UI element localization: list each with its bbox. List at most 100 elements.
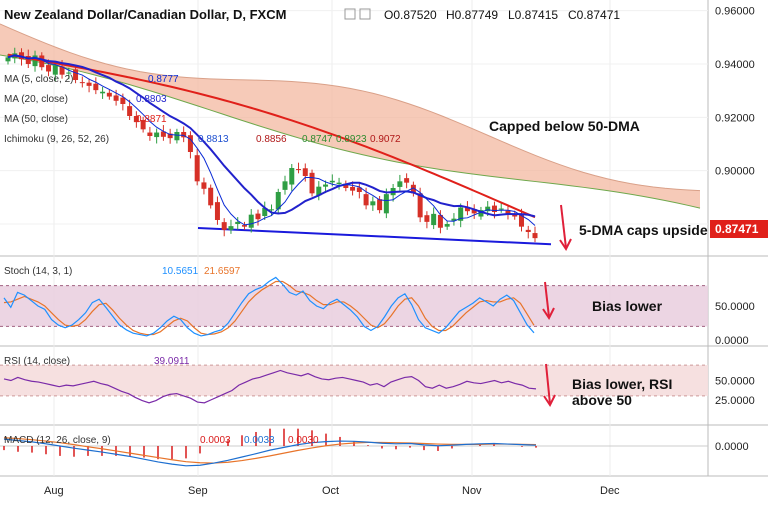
support-trendline	[197, 227, 552, 246]
candle-body	[491, 205, 497, 212]
candle-body	[404, 178, 410, 183]
candle-body	[120, 97, 126, 104]
settings-icon[interactable]	[344, 8, 356, 20]
ichimoku-value-5: 0.9072	[370, 134, 401, 145]
candle-body	[93, 83, 99, 91]
visibility-icon[interactable]	[359, 8, 371, 20]
candle-body	[343, 183, 349, 188]
candle-body	[336, 182, 342, 184]
high-value: H0.87749	[446, 8, 498, 22]
candlesticks	[5, 47, 538, 243]
candle-body	[309, 172, 315, 194]
candle-body	[174, 132, 180, 141]
annotation-bias-rsi-line1: Bias lower, RSI	[572, 376, 672, 392]
candle-body	[417, 193, 423, 218]
macd-tick-label: 0.0000	[715, 441, 749, 453]
month-label: Oct	[322, 485, 339, 497]
stoch-d-line	[3, 280, 535, 336]
last-price-value: 0.87471	[715, 222, 759, 236]
candle-body	[194, 155, 200, 182]
candle-body	[154, 132, 160, 138]
candle-body	[370, 201, 376, 206]
candle-body	[471, 209, 477, 214]
cloud-upper-edge	[0, 23, 701, 192]
candle-body	[79, 82, 85, 84]
down-arrow-price	[559, 204, 572, 251]
ichimoku-value-3: 0.8747	[302, 134, 333, 145]
candle-body	[59, 66, 65, 75]
price-tick-label: 0.94000	[715, 59, 755, 71]
candle-body	[525, 229, 531, 232]
candle-body	[201, 182, 207, 189]
annotation-5dma: 5-DMA caps upside	[579, 222, 708, 238]
candle-body	[228, 226, 234, 230]
candle-body	[505, 210, 511, 214]
price-tick-label: 0.96000	[715, 6, 755, 18]
ichimoku-legend: Ichimoku (9, 26, 52, 26)	[4, 134, 109, 145]
candle-body	[532, 233, 538, 239]
candle-body	[356, 187, 362, 192]
month-label: Aug	[44, 485, 64, 497]
candle-body	[377, 199, 383, 211]
candle-body	[424, 215, 430, 222]
month-label: Dec	[600, 485, 620, 497]
candle-body	[282, 181, 288, 190]
price-tick-label: 0.92000	[715, 112, 755, 124]
macd-panel	[0, 428, 708, 467]
stoch-k-value: 10.5651	[162, 266, 199, 277]
candle-body	[262, 208, 268, 216]
trendline	[197, 227, 552, 246]
candle-body	[363, 194, 369, 206]
candle-body	[147, 132, 153, 136]
candle-body	[464, 207, 470, 212]
ma5-line	[7, 54, 536, 226]
candle-body	[133, 116, 139, 123]
rsi-tick-label: 50.0000	[715, 376, 755, 388]
rsi-panel	[0, 364, 708, 404]
chart-title: New Zealand Dollar/Canadian Dollar, D, F…	[4, 7, 286, 22]
annotation-bias-rsi-line2: above 50	[572, 392, 632, 408]
candle-body	[431, 213, 437, 226]
candle-body	[221, 222, 227, 230]
candle-body	[512, 213, 518, 217]
open-value: O0.87520	[384, 8, 437, 22]
candle-body	[302, 168, 308, 176]
candle-body	[52, 65, 58, 75]
candle-body	[113, 95, 119, 101]
candle-body	[498, 208, 504, 210]
candle-body	[127, 106, 133, 116]
candle-body	[518, 214, 524, 227]
candle-body	[485, 206, 491, 212]
macd-legend: MACD (12, 26, close, 9)	[4, 435, 111, 446]
stoch-tick-label: 50.0000	[715, 301, 755, 313]
candle-body	[289, 168, 295, 185]
ichimoku-value-1: 0.8813	[198, 134, 229, 145]
candle-body	[181, 132, 187, 138]
candle-body	[235, 221, 241, 224]
stoch-k-line	[3, 276, 535, 337]
candle-body	[350, 186, 356, 191]
candle-body	[25, 56, 31, 64]
candle-body	[167, 133, 173, 139]
stoch-d-value: 21.6597	[204, 266, 241, 277]
last-price-badge	[710, 220, 768, 238]
candle-body	[86, 82, 92, 86]
candle-body	[323, 184, 329, 187]
candle-body	[66, 72, 72, 74]
candle-body	[397, 181, 403, 187]
macd-value-3: 0.0030	[288, 435, 319, 446]
annotation-bias-lower: Bias lower	[592, 298, 663, 314]
moving-averages	[7, 53, 536, 226]
month-label: Nov	[462, 485, 482, 497]
candle-body	[214, 202, 220, 220]
price-tick-label: 0.90000	[715, 166, 755, 178]
candle-body	[5, 57, 11, 62]
candle-body	[383, 194, 389, 214]
candle-body	[275, 192, 281, 210]
candle-body	[32, 55, 38, 67]
macd-signal-line	[3, 437, 537, 464]
rsi-line	[3, 369, 537, 404]
ichimoku-value-2: 0.8856	[256, 134, 287, 145]
rsi-tick-label: 25.0000	[715, 395, 755, 407]
ma50-line	[7, 53, 536, 219]
